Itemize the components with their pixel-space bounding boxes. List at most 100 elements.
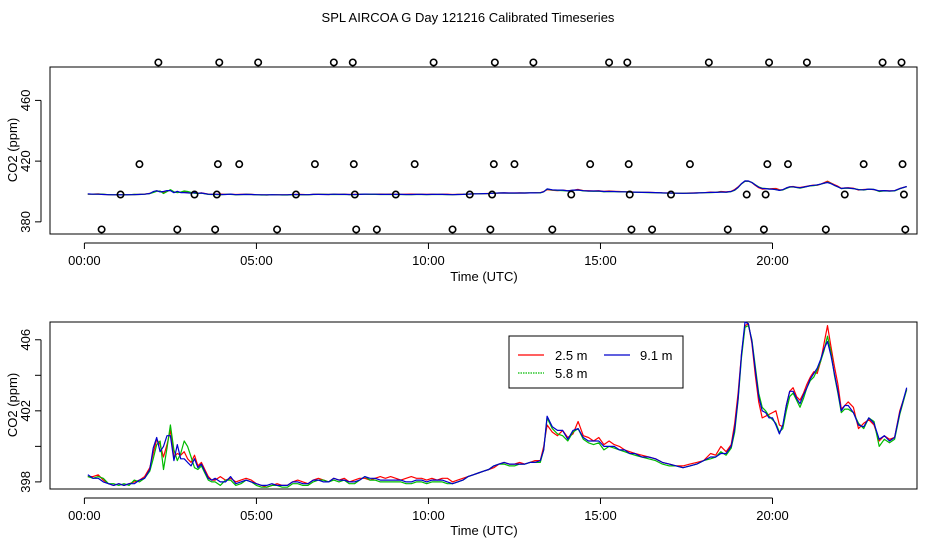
calibration-point [310,160,319,169]
panel-bottom: 00:00 05:00 10:00 15:00 20:00 398 402 406 Time… [5,321,918,538]
calibration-point [761,190,770,199]
x-tick-label: 00:00 [68,508,101,523]
series-line-5-8-m [87,325,908,488]
calibration-point [235,160,244,169]
calibration-point [704,58,713,67]
calibration-point [190,190,199,199]
calibration-point [763,160,772,169]
calibration-point [586,160,595,169]
series-line-9-1-m [87,321,908,486]
calibration-point [391,190,400,199]
calibration-point [211,225,220,234]
calibration-point [605,58,614,67]
x-tick-label: 15:00 [584,253,617,268]
panel-bottom-y-axis: 398 402 406 [18,329,42,493]
panel-top-y-axis: 380 420 460 [18,90,42,233]
panel-bottom-xlabel: Time (UTC) [450,523,517,538]
calibration-point [783,160,792,169]
calibration-point [840,190,849,199]
legend: 2.5 m 9.1 m 5.8 m [508,335,684,389]
x-tick-label: 10:00 [412,253,445,268]
panel-top: 00:00 05:00 10:00 15:00 20:00 380 420 460 Time… [5,58,918,284]
calibration-point [648,225,657,234]
y-tick-label: 460 [18,90,33,112]
calibration-point [291,190,300,199]
calibration-point [329,58,338,67]
legend-box [508,335,684,389]
series-line-2-5-m [87,323,908,488]
panel-top-series [87,180,907,196]
calibration-point [859,160,868,169]
x-tick-label: 20:00 [756,253,789,268]
calibration-point [742,190,751,199]
calibration-point [723,225,732,234]
calibration-point [254,58,263,67]
calibration-point [899,190,908,199]
panel-bottom-frame [49,321,918,490]
calibration-point [116,190,125,199]
chart-title: SPL AIRCOA G Day 121216 Calibrated Times… [322,10,615,25]
calibration-point [821,225,830,234]
calibration-point [878,58,887,67]
panel-top-x-axis: 00:00 05:00 10:00 15:00 20:00 [68,242,789,268]
panel-top-ylabel: CO2 (ppm) [5,118,20,182]
calibration-point [213,160,222,169]
calibration-point [625,190,634,199]
calibration-point [624,160,633,169]
calibration-point [529,58,538,67]
x-tick-label: 15:00 [584,508,617,523]
calibration-point [897,58,906,67]
x-tick-label: 00:00 [68,253,101,268]
calibration-point [372,225,381,234]
calibration-point [510,160,519,169]
calibration-point [802,58,811,67]
calibration-point [154,58,163,67]
y-tick-label: 398 [18,471,33,493]
x-tick-label: 05:00 [240,508,273,523]
panel-bottom-ylabel: CO2 (ppm) [5,373,20,437]
y-tick-label: 406 [18,329,33,351]
y-tick-label: 402 [18,400,33,422]
legend-label-9-1m: 9.1 m [640,348,673,363]
calibration-point [135,160,144,169]
calibration-point [448,225,457,234]
calibration-point [410,160,419,169]
calibration-point [488,190,497,199]
calibration-point [623,58,632,67]
legend-label-2-5m: 2.5 m [555,348,588,363]
calibration-point [486,225,495,234]
x-tick-label: 20:00 [756,508,789,523]
x-tick-label: 10:00 [412,508,445,523]
series-line-9-1-m [87,180,907,196]
calibration-point [348,58,357,67]
calibration-point [173,225,182,234]
panel-bottom-series [87,321,908,488]
calibration-point [352,225,361,234]
calibration-point [489,160,498,169]
calibration-point [627,225,636,234]
panel-top-calibration-points [97,58,910,234]
panel-bottom-x-axis: 00:00 05:00 10:00 15:00 20:00 [68,497,789,523]
calibration-point [685,160,694,169]
calibration-point [548,225,557,234]
panel-top-xlabel: Time (UTC) [450,269,517,284]
panel-top-frame [49,66,918,235]
calibration-point [901,225,910,234]
calibration-point [759,225,768,234]
calibration-point [429,58,438,67]
calibration-point [212,190,221,199]
calibration-point [667,190,676,199]
calibration-point [349,160,358,169]
calibration-point [97,225,106,234]
legend-label-5-8m: 5.8 m [555,366,588,381]
calibration-point [765,58,774,67]
calibration-point [465,190,474,199]
calibration-point [215,58,224,67]
calibration-point [273,225,282,234]
calibration-point [567,190,576,199]
y-tick-label: 420 [18,150,33,172]
calibration-point [490,58,499,67]
x-tick-label: 05:00 [240,253,273,268]
calibration-point [898,160,907,169]
